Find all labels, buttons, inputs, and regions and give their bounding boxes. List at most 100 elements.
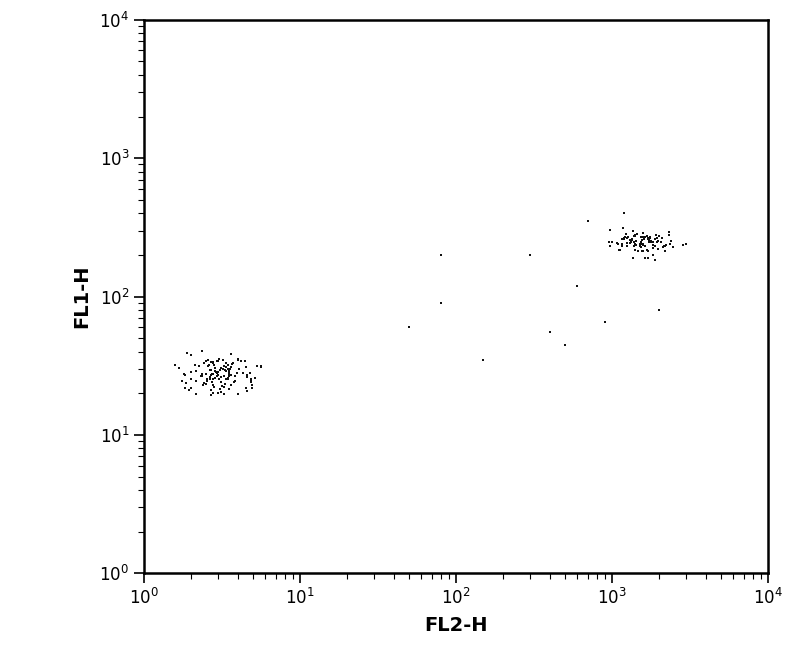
Point	[169, 360, 182, 370]
Point	[220, 361, 233, 372]
Point	[232, 354, 245, 364]
Point	[626, 235, 638, 245]
Point	[203, 372, 216, 382]
X-axis label: FL2-H: FL2-H	[424, 616, 488, 635]
Point	[625, 237, 638, 248]
Point	[662, 230, 675, 241]
Point	[627, 237, 640, 247]
Point	[649, 241, 662, 251]
Point	[203, 364, 216, 375]
Point	[205, 370, 218, 380]
Point	[618, 234, 630, 244]
Point	[206, 369, 219, 380]
Point	[626, 233, 639, 244]
Point	[208, 359, 221, 370]
Point	[223, 369, 236, 380]
Point	[231, 389, 244, 399]
Point	[628, 240, 641, 250]
Point	[232, 363, 245, 374]
Point	[195, 345, 208, 356]
Point	[208, 362, 221, 373]
Point	[629, 245, 642, 256]
Point	[206, 368, 218, 379]
Point	[209, 362, 222, 373]
Point	[214, 363, 227, 374]
Point	[183, 384, 196, 395]
Point	[194, 371, 207, 382]
Point	[615, 239, 628, 249]
Point	[211, 368, 224, 378]
Point	[647, 250, 660, 260]
Point	[616, 241, 629, 252]
Point	[653, 304, 666, 315]
Point	[677, 240, 690, 250]
Point	[241, 386, 254, 397]
Point	[631, 246, 644, 256]
Point	[206, 357, 219, 367]
Point	[212, 367, 225, 378]
Point	[246, 380, 258, 390]
Point	[224, 370, 237, 380]
Point	[222, 373, 234, 384]
Point	[642, 233, 655, 244]
Point	[217, 355, 230, 365]
Point	[622, 231, 634, 242]
Point	[636, 245, 649, 256]
Point	[243, 368, 256, 378]
Point	[217, 364, 230, 374]
Point	[180, 378, 193, 389]
Point	[658, 246, 671, 256]
Point	[210, 367, 223, 378]
Point	[204, 374, 217, 385]
Point	[598, 317, 611, 328]
Point	[241, 372, 254, 382]
Point	[190, 366, 202, 377]
Point	[245, 374, 258, 384]
Point	[200, 376, 213, 386]
Point	[642, 245, 655, 256]
Point	[204, 385, 217, 395]
Point	[626, 253, 639, 264]
Point	[211, 356, 224, 366]
Point	[206, 376, 218, 387]
Point	[228, 377, 241, 387]
Point	[634, 242, 647, 252]
Point	[647, 240, 660, 250]
Point	[624, 235, 637, 245]
Point	[611, 238, 624, 248]
Point	[630, 236, 642, 246]
Point	[198, 357, 210, 368]
Point	[634, 241, 646, 251]
Point	[207, 382, 220, 392]
Point	[227, 357, 240, 368]
Point	[219, 357, 232, 368]
Point	[665, 236, 678, 246]
Point	[255, 360, 268, 371]
Point	[213, 374, 226, 384]
Point	[199, 356, 212, 366]
Point	[218, 361, 230, 372]
Point	[229, 376, 242, 386]
Point	[641, 244, 654, 255]
Point	[630, 240, 642, 250]
Point	[222, 371, 235, 382]
Point	[206, 374, 219, 385]
Point	[655, 237, 668, 247]
Point	[190, 388, 202, 399]
Point	[614, 244, 626, 255]
Point	[240, 362, 253, 372]
Point	[212, 387, 225, 398]
Point	[181, 348, 194, 358]
Point	[196, 370, 209, 381]
Point	[218, 364, 231, 375]
Point	[230, 368, 243, 378]
Point	[650, 230, 662, 241]
Point	[222, 368, 235, 378]
Point	[196, 369, 209, 380]
Point	[205, 370, 218, 380]
Point	[248, 373, 261, 384]
Point	[206, 388, 219, 399]
Point	[634, 237, 647, 247]
Point	[616, 234, 629, 244]
Point	[205, 390, 218, 401]
